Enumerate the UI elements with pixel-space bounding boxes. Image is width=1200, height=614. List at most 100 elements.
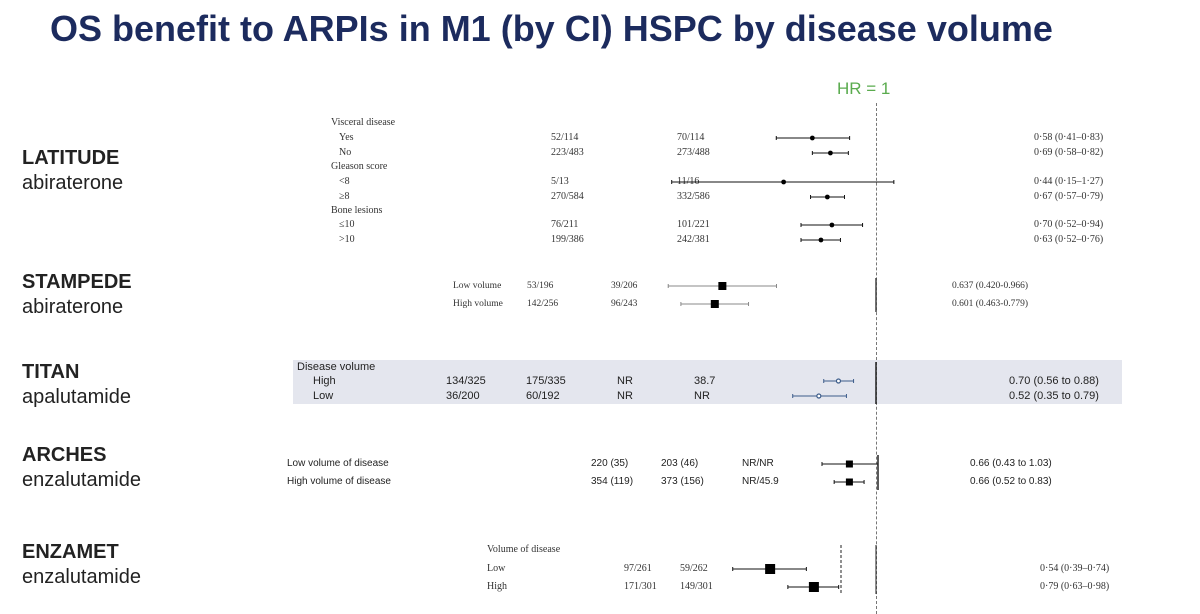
events-cell-a: 223/483 <box>551 147 584 158</box>
events-cell-a: 53/196 <box>527 281 554 291</box>
subgroup-label: ≤10 <box>339 219 355 230</box>
events-cell-d: 38.7 <box>694 375 716 387</box>
trial-arches: ARCHES enzalutamide <box>22 443 141 493</box>
hr-ci-text: 0.66 (0.52 to 0.83) <box>970 476 1052 487</box>
trial-drug: apalutamide <box>22 386 131 408</box>
hr-ci-text: 0·67 (0·57–0·79) <box>1034 191 1104 202</box>
hr-point <box>829 222 835 228</box>
trial-drug: enzalutamide <box>22 469 141 491</box>
hr-ci-text: 0.52 (0.35 to 0.79) <box>1009 390 1099 402</box>
trial-name: STAMPEDE <box>22 271 132 293</box>
hr-point <box>781 179 787 185</box>
subgroup-label: No <box>339 147 352 158</box>
hr-ci-text: 0.637 (0.420-0.966) <box>952 281 1028 291</box>
chart-title: OS benefit to ARPIs in M1 (by CI) HSPC b… <box>50 8 1053 49</box>
trial-drug: abiraterone <box>22 296 124 318</box>
events-cell-c: NR <box>617 375 633 387</box>
events-cell-a: 134/325 <box>446 375 486 387</box>
subgroup-label: High volume of disease <box>287 476 391 487</box>
events-cell-d: NR <box>694 390 710 402</box>
events-cell-b: 373 (156) <box>661 476 704 487</box>
trial-name: ENZAMET <box>22 541 119 563</box>
hr-point <box>816 393 822 399</box>
hr-point <box>835 378 842 384</box>
hr-ci-text: 0·79 (0·63–0·98) <box>1040 581 1110 592</box>
events-cell-b: 39/206 <box>611 281 638 291</box>
events-cell-c: NR <box>617 390 633 402</box>
trial-stampede: STAMPEDE abiraterone <box>22 270 132 320</box>
subgroup-header: Volume of disease <box>487 544 561 555</box>
hr-ci-text: 0·44 (0·15–1·27) <box>1034 176 1104 187</box>
hr-point <box>718 282 727 290</box>
events-cell-a: 36/200 <box>446 390 480 402</box>
events-cell-c: NR/NR <box>742 458 774 469</box>
hr-ci-text: 0·63 (0·52–0·76) <box>1034 234 1104 245</box>
trial-drug: abiraterone <box>22 172 124 194</box>
hr-ci-text: 0·58 (0·41–0·83) <box>1034 132 1104 143</box>
subgroup-label: Low volume of disease <box>287 458 389 469</box>
events-cell-b: 70/114 <box>677 132 705 143</box>
hr-ci-text: 0.70 (0.56 to 0.88) <box>1009 375 1099 387</box>
events-cell-b: 60/192 <box>526 390 560 402</box>
events-cell-a: 142/256 <box>527 299 559 309</box>
events-cell-b: 242/381 <box>677 234 710 245</box>
events-cell-a: 5/13 <box>551 176 569 187</box>
events-cell-b: 332/586 <box>677 191 710 202</box>
trial-titan: TITAN apalutamide <box>22 360 131 410</box>
events-cell-b: 101/221 <box>677 219 710 230</box>
events-cell-b: 59/262 <box>680 563 708 574</box>
subgroup-label: High <box>487 581 507 592</box>
subgroup-label: Yes <box>339 132 354 143</box>
subgroup-label: >10 <box>339 234 355 245</box>
hr-reference-label: HR = 1 <box>837 79 891 98</box>
titan-panel-background <box>293 360 1122 404</box>
hr-point <box>818 237 824 243</box>
hr-ci-text: 0·54 (0·39–0·74) <box>1040 563 1110 574</box>
hr-point <box>808 582 819 592</box>
subgroup-header: Disease volume <box>297 361 376 373</box>
hr-point <box>824 194 830 200</box>
trial-name: ARCHES <box>22 444 107 466</box>
events-cell-a: 171/301 <box>624 581 657 592</box>
events-cell-a: 220 (35) <box>591 458 629 469</box>
subgroup-header: Bone lesions <box>331 205 383 216</box>
trial-name: TITAN <box>22 361 80 383</box>
events-cell-b: 273/488 <box>677 147 710 158</box>
subgroup-header: Gleason score <box>331 161 388 172</box>
subgroup-label: Low <box>487 563 506 574</box>
trial-drug: enzalutamide <box>22 566 141 588</box>
hr-ci-text: 0.66 (0.43 to 1.03) <box>970 458 1052 469</box>
trial-latitude: LATITUDE abiraterone <box>22 146 123 196</box>
subgroup-label: <8 <box>339 176 350 187</box>
hr-ci-text: 0·69 (0·58–0·82) <box>1034 147 1104 158</box>
events-cell-a: 52/114 <box>551 132 579 143</box>
hr-point <box>809 135 815 141</box>
events-cell-c: NR/45.9 <box>742 476 779 487</box>
trial-enzamet: ENZAMET enzalutamide <box>22 540 141 590</box>
hr-reference-line <box>876 103 877 614</box>
events-cell-b: 96/243 <box>611 299 638 309</box>
subgroup-label: High <box>313 375 336 387</box>
subgroup-label: High volume <box>453 299 503 309</box>
events-cell-b: 149/301 <box>680 581 713 592</box>
events-cell-a: 199/386 <box>551 234 584 245</box>
events-cell-b: 203 (46) <box>661 458 699 469</box>
events-cell-a: 76/211 <box>551 219 579 230</box>
hr-point <box>765 564 776 574</box>
subgroup-label: Low volume <box>453 281 502 291</box>
hr-point <box>710 300 719 308</box>
trial-name: LATITUDE <box>22 147 120 169</box>
hr-ci-text: 0.601 (0.463-0.779) <box>952 299 1028 309</box>
events-cell-a: 97/261 <box>624 563 652 574</box>
subgroup-header: Visceral disease <box>331 117 396 128</box>
events-cell-a: 354 (119) <box>591 476 634 487</box>
hr-point <box>828 150 833 156</box>
events-cell-a: 270/584 <box>551 191 584 202</box>
hr-ci-text: 0·70 (0·52–0·94) <box>1034 219 1104 230</box>
subgroup-label: Low <box>313 390 334 402</box>
subgroup-label: ≥8 <box>339 191 350 202</box>
events-cell-b: 175/335 <box>526 375 566 387</box>
hr-point <box>845 478 853 486</box>
hr-point <box>845 460 853 468</box>
